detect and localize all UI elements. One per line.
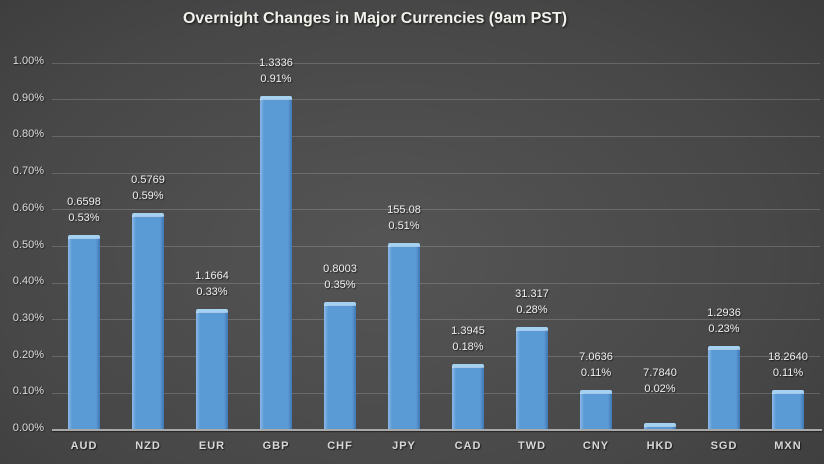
x-axis-label-eur: EUR [198,440,226,452]
bar-twd[interactable] [516,327,548,430]
gridline [52,99,820,101]
x-axis-label-cad: CAD [454,440,482,452]
x-axis-line [52,429,822,431]
bar-cny[interactable] [580,389,612,430]
bar-gbp[interactable] [260,96,292,430]
bar-eur[interactable] [196,308,228,430]
data-label-hkd: 7.7840 0.02% [615,366,705,397]
percent-change-label: 0.91% [260,73,292,86]
x-axis-label-twd: TWD [517,440,547,452]
percent-change-label: 0.18% [452,340,484,353]
percent-change-label: 0.53% [68,212,100,225]
y-axis-tick-label: 0.20% [12,348,44,361]
x-axis-label-hkd: HKD [646,440,674,452]
x-axis-label-nzd: NZD [135,440,161,452]
data-label-chf: 0.8003 0.35% [295,262,385,293]
x-axis-label-mxn: MXN [774,440,802,452]
y-axis-tick-label: 0.10% [12,385,44,398]
bar-nzd[interactable] [132,213,164,430]
x-axis-label-aud: AUD [70,440,98,452]
data-label-jpy: 155.08 0.51% [359,203,449,234]
y-axis-tick-label: 0.50% [12,238,44,251]
percent-change-label: 0.51% [388,219,420,232]
rate-value-label: 31.317 [515,288,549,301]
y-axis-tick-label: 0.90% [12,91,44,104]
data-label-cad: 1.3945 0.18% [423,324,513,355]
bar-aud[interactable] [68,235,100,430]
y-axis-tick-label: 0.70% [12,165,44,178]
y-axis-tick-label: 0.80% [12,128,44,141]
rate-value-label: 1.1664 [195,269,229,282]
percent-change-label: 0.23% [708,322,740,335]
bar-hkd[interactable] [644,422,676,430]
percent-change-label: 0.11% [580,366,612,379]
percent-change-label: 0.33% [196,285,228,298]
gridline [52,246,820,247]
percent-change-label: 0.28% [516,304,548,317]
rate-value-label: 18.2640 [768,350,808,363]
gridline [52,209,820,211]
bar-sgd[interactable] [708,345,740,430]
x-axis-label-jpy: JPY [392,440,416,452]
data-label-aud: 0.6598 0.53% [39,195,129,226]
bar-jpy[interactable] [388,242,420,430]
rate-value-label: 0.5769 [131,174,165,187]
percent-change-label: 0.02% [644,383,676,395]
x-axis-label-cny: CNY [582,440,610,452]
rate-value-label: 1.3945 [451,324,485,337]
chart-title: Overnight Changes in Major Currencies (9… [182,10,568,27]
x-axis-label-chf: CHF [327,440,353,452]
rate-value-label: 7.0636 [579,350,613,363]
gridline [52,135,820,137]
x-axis-label-gbp: GBP [262,440,290,452]
y-axis-tick-label: 1.00% [12,55,44,67]
percent-change-label: 0.35% [324,278,356,291]
gridline [52,319,820,321]
x-axis-label-sgd: SGD [710,440,738,452]
bar-mxn[interactable] [772,389,804,430]
data-label-gbp: 1.3336 0.91% [231,56,321,87]
y-axis-tick-label: 0.40% [12,275,44,288]
data-label-twd: 31.317 0.28% [487,287,577,318]
rate-value-label: 155.08 [387,203,421,216]
rate-value-label: 7.7840 [643,367,677,379]
y-axis-tick-label: 0.60% [12,201,44,214]
gridline [52,356,820,358]
data-label-sgd: 1.2936 0.23% [679,306,769,337]
gridline [52,392,820,394]
data-label-cny: 7.0636 0.11% [551,350,641,381]
y-axis-tick-label: 0.30% [12,311,44,324]
rate-value-label: 1.3336 [259,57,293,70]
gridline [52,282,820,284]
data-label-eur: 1.1664 0.33% [167,269,257,300]
gridline [52,172,820,174]
data-label-mxn: 18.2640 0.11% [743,350,824,381]
bar-chf[interactable] [324,301,356,430]
rate-value-label: 1.2936 [707,306,741,319]
data-label-nzd: 0.5769 0.59% [103,173,193,204]
percent-change-label: 0.11% [772,366,804,379]
bar-cad[interactable] [452,363,484,430]
y-axis-tick-label: 0.00% [12,422,44,434]
rate-value-label: 0.8003 [323,262,357,275]
percent-change-label: 0.59% [132,190,164,203]
rate-value-label: 0.6598 [67,196,101,209]
gridline [52,62,820,64]
